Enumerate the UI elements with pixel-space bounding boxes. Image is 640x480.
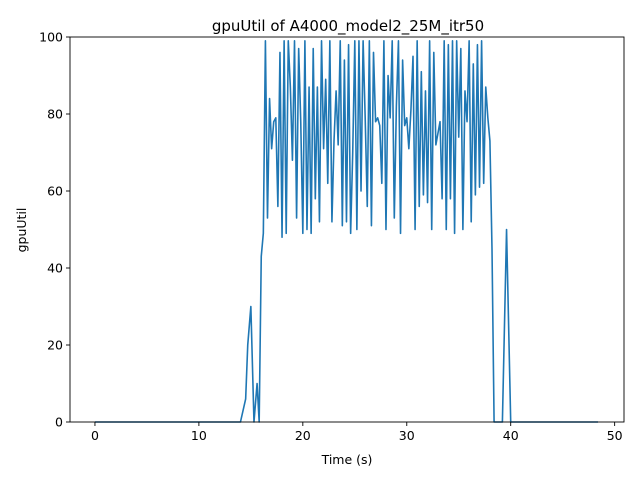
x-axis-label: Time (s)	[321, 452, 373, 467]
x-tick-label: 10	[191, 428, 207, 443]
axes-frame	[69, 36, 625, 423]
x-tick-label: 0	[91, 428, 99, 443]
y-tick-label: 60	[47, 184, 63, 199]
y-axis-label: gpuUtil	[14, 208, 29, 253]
y-tick-label: 40	[47, 261, 63, 276]
y-tick-label: 80	[47, 107, 63, 122]
x-tick-label: 30	[399, 428, 415, 443]
y-tick-label: 20	[47, 338, 63, 353]
x-tick-label: 40	[503, 428, 519, 443]
y-tick-label: 0	[55, 415, 63, 430]
plot-area	[69, 36, 625, 423]
x-tick-label: 50	[607, 428, 623, 443]
chart-title: gpuUtil of A4000_model2_25M_itr50	[212, 17, 484, 36]
y-axis: 0 20 40 60 80 100	[39, 30, 70, 430]
x-tick-label: 20	[295, 428, 311, 443]
y-tick-label: 100	[39, 30, 63, 45]
series-line-0	[94, 40, 599, 423]
x-axis: 0 10 20 30 40 50	[91, 422, 623, 443]
